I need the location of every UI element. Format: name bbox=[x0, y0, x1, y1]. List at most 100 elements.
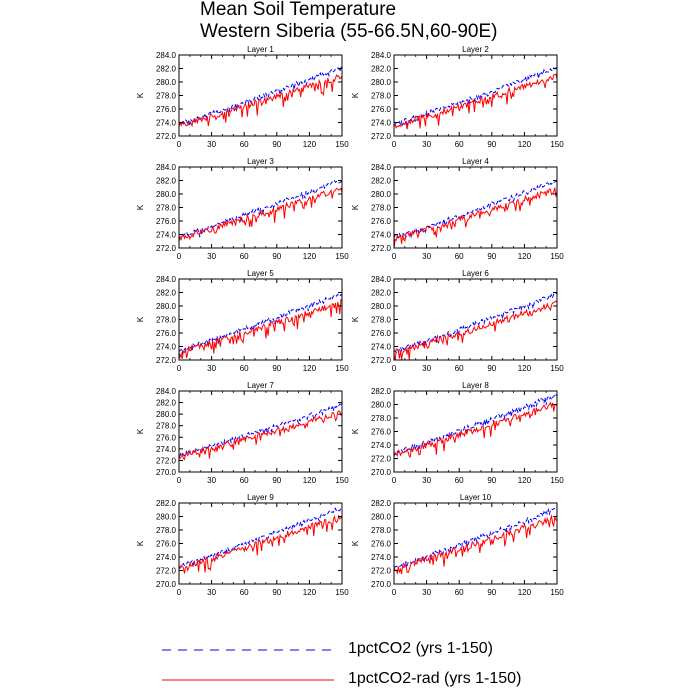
series-line-1pctco2-rad bbox=[394, 300, 557, 360]
y-tick-label: 280.0 bbox=[156, 78, 177, 87]
y-tick-label: 278.0 bbox=[156, 526, 177, 535]
y-tick-label: 280.0 bbox=[156, 190, 177, 199]
x-tick-label: 0 bbox=[392, 364, 397, 373]
y-tick-label: 282.0 bbox=[156, 65, 177, 74]
series-line-1pctco2-rad bbox=[394, 187, 557, 248]
y-tick-label: 270.0 bbox=[156, 468, 177, 477]
x-tick-label: 120 bbox=[303, 476, 317, 485]
x-tick-label: 30 bbox=[207, 588, 216, 597]
panel-title: Layer 6 bbox=[462, 269, 489, 278]
x-tick-label: 30 bbox=[422, 252, 431, 261]
x-tick-label: 0 bbox=[392, 588, 397, 597]
x-tick-label: 30 bbox=[422, 588, 431, 597]
chart-title-line-1: Mean Soil Temperature bbox=[200, 0, 397, 20]
x-tick-label: 120 bbox=[303, 588, 317, 597]
y-tick-label: 272.0 bbox=[371, 356, 392, 365]
panel-6: Layer 6 K 0 30 60 90 120 150 272.0 274.0 276.0 278.… bbox=[351, 269, 564, 373]
series-line-1pctco2 bbox=[179, 403, 342, 457]
x-tick-label: 90 bbox=[272, 476, 281, 485]
panel-5: Layer 5 K 0 30 60 90 120 150 272.0 274.0 276.0 278.… bbox=[136, 269, 349, 373]
y-tick-label: 282.0 bbox=[371, 289, 392, 298]
y-tick-label: 278.0 bbox=[371, 204, 392, 213]
x-tick-label: 60 bbox=[455, 140, 464, 149]
panel-title: Layer 4 bbox=[462, 157, 489, 166]
panel-title: Layer 9 bbox=[247, 493, 274, 502]
x-tick-label: 150 bbox=[335, 364, 349, 373]
panel-title: Layer 7 bbox=[247, 381, 274, 390]
y-tick-label: 272.0 bbox=[371, 567, 392, 576]
y-tick-label: 284.0 bbox=[156, 163, 177, 172]
series-line-1pctco2-rad bbox=[394, 73, 557, 130]
y-tick-label: 274.0 bbox=[156, 343, 177, 352]
x-tick-label: 150 bbox=[550, 476, 564, 485]
y-tick-label: 274.0 bbox=[371, 441, 392, 450]
x-tick-label: 60 bbox=[240, 252, 249, 261]
panel-title: Layer 1 bbox=[247, 45, 274, 54]
x-tick-label: 0 bbox=[392, 476, 397, 485]
panel-7: Layer 7 K 0 30 60 90 120 150 270.0 272.0 274.0 276.… bbox=[136, 381, 349, 485]
plot-frame bbox=[393, 502, 558, 585]
x-tick-label: 30 bbox=[207, 364, 216, 373]
y-tick-label: 272.0 bbox=[371, 132, 392, 141]
x-tick-label: 150 bbox=[335, 588, 349, 597]
x-tick-label: 30 bbox=[422, 140, 431, 149]
x-tick-label: 120 bbox=[518, 476, 532, 485]
chart-title-line-2: Western Siberia (55-66.5N,60-90E) bbox=[200, 21, 498, 42]
x-tick-label: 150 bbox=[550, 252, 564, 261]
x-tick-label: 60 bbox=[240, 364, 249, 373]
y-tick-label: 276.0 bbox=[371, 540, 392, 549]
x-tick-label: 150 bbox=[335, 140, 349, 149]
x-tick-label: 120 bbox=[303, 252, 317, 261]
x-tick-label: 30 bbox=[207, 252, 216, 261]
panel-title: Layer 10 bbox=[460, 493, 492, 502]
panel-8: Layer 8 K 0 30 60 90 120 150 270.0 272.0 274.0 276.… bbox=[351, 381, 564, 485]
x-tick-label: 0 bbox=[392, 252, 397, 261]
series-line-1pctco2-rad bbox=[179, 73, 342, 128]
y-tick-label: 272.0 bbox=[156, 567, 177, 576]
x-tick-label: 120 bbox=[518, 252, 532, 261]
x-tick-label: 60 bbox=[455, 252, 464, 261]
y-tick-label: 280.0 bbox=[156, 410, 177, 419]
x-tick-label: 150 bbox=[550, 364, 564, 373]
legend-label-1pctco2: 1pctCO2 (yrs 1-150) bbox=[348, 640, 493, 657]
x-tick-label: 90 bbox=[487, 364, 496, 373]
y-tick-label: 272.0 bbox=[156, 356, 177, 365]
x-tick-label: 60 bbox=[455, 364, 464, 373]
y-tick-label: 274.0 bbox=[371, 231, 392, 240]
y-axis-label: K bbox=[136, 204, 145, 210]
series-line-1pctco2 bbox=[394, 291, 557, 354]
y-tick-label: 274.0 bbox=[156, 445, 177, 454]
y-axis-label: K bbox=[136, 428, 145, 434]
y-tick-label: 276.0 bbox=[371, 329, 392, 338]
y-tick-label: 280.0 bbox=[371, 78, 392, 87]
x-tick-label: 30 bbox=[422, 364, 431, 373]
y-tick-label: 272.0 bbox=[156, 132, 177, 141]
x-tick-label: 90 bbox=[272, 140, 281, 149]
x-tick-label: 90 bbox=[487, 588, 496, 597]
x-tick-label: 60 bbox=[240, 476, 249, 485]
y-tick-label: 282.0 bbox=[156, 177, 177, 186]
y-tick-label: 270.0 bbox=[371, 580, 392, 589]
panel-2: Layer 2 K 0 30 60 90 120 150 272.0 274.0 276.0 278.… bbox=[351, 45, 564, 149]
x-tick-label: 60 bbox=[240, 140, 249, 149]
x-tick-label: 150 bbox=[335, 252, 349, 261]
x-tick-label: 150 bbox=[550, 588, 564, 597]
y-axis-label: K bbox=[351, 428, 360, 434]
plot-frame bbox=[178, 166, 343, 249]
y-tick-label: 274.0 bbox=[156, 119, 177, 128]
y-tick-label: 276.0 bbox=[156, 433, 177, 442]
y-tick-label: 282.0 bbox=[371, 387, 392, 396]
y-tick-label: 278.0 bbox=[156, 422, 177, 431]
x-tick-label: 30 bbox=[207, 140, 216, 149]
plot-frame bbox=[178, 390, 343, 473]
y-tick-label: 284.0 bbox=[156, 275, 177, 284]
panel-3: Layer 3 K 0 30 60 90 120 150 272.0 274.0 276.0 278.… bbox=[136, 157, 349, 261]
x-tick-label: 60 bbox=[240, 588, 249, 597]
y-axis-label: K bbox=[136, 92, 145, 98]
x-tick-label: 0 bbox=[177, 588, 182, 597]
x-tick-label: 0 bbox=[177, 140, 182, 149]
y-tick-label: 272.0 bbox=[156, 244, 177, 253]
y-axis-label: K bbox=[351, 540, 360, 546]
series-line-1pctco2 bbox=[394, 180, 557, 240]
y-tick-label: 284.0 bbox=[371, 163, 392, 172]
